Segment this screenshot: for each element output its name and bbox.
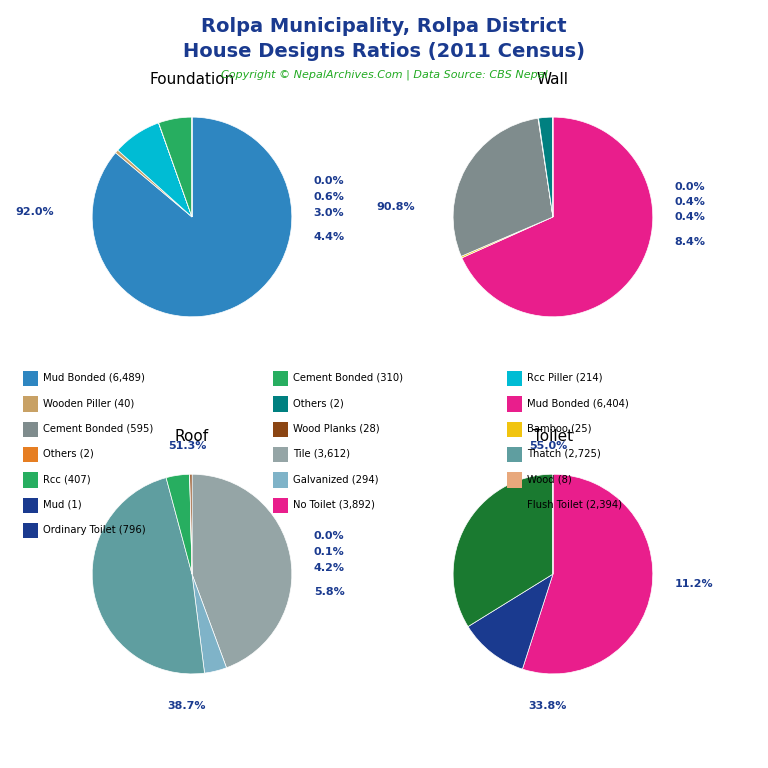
Text: 0.0%: 0.0%	[675, 182, 705, 192]
Wedge shape	[453, 118, 553, 257]
Wedge shape	[468, 574, 553, 669]
Text: Others (2): Others (2)	[293, 398, 343, 409]
Text: Others (2): Others (2)	[43, 449, 94, 459]
Text: Rcc Piller (214): Rcc Piller (214)	[527, 372, 602, 383]
Text: 51.3%: 51.3%	[168, 442, 206, 452]
Text: Cement Bonded (310): Cement Bonded (310)	[293, 372, 402, 383]
Text: 55.0%: 55.0%	[529, 442, 567, 452]
Wedge shape	[166, 475, 192, 574]
Title: Roof: Roof	[175, 429, 209, 444]
Text: House Designs Ratios (2011 Census): House Designs Ratios (2011 Census)	[183, 42, 585, 61]
Title: Foundation: Foundation	[149, 72, 235, 87]
Wedge shape	[118, 123, 192, 217]
Text: Wooden Piller (40): Wooden Piller (40)	[43, 398, 134, 409]
Text: Bamboo (25): Bamboo (25)	[527, 423, 591, 434]
Text: 0.6%: 0.6%	[314, 192, 345, 202]
Text: Mud Bonded (6,489): Mud Bonded (6,489)	[43, 372, 145, 383]
Wedge shape	[522, 474, 653, 674]
Text: 11.2%: 11.2%	[675, 579, 713, 589]
Wedge shape	[462, 217, 553, 258]
Text: Flush Toilet (2,394): Flush Toilet (2,394)	[527, 499, 622, 510]
Text: 8.4%: 8.4%	[675, 237, 706, 247]
Text: 0.1%: 0.1%	[314, 547, 345, 557]
Wedge shape	[92, 117, 292, 316]
Title: Toilet: Toilet	[533, 429, 573, 444]
Wedge shape	[538, 118, 553, 217]
Wedge shape	[538, 118, 553, 217]
Text: Mud Bonded (6,404): Mud Bonded (6,404)	[527, 398, 628, 409]
Text: 5.8%: 5.8%	[314, 587, 345, 597]
Wedge shape	[158, 123, 192, 217]
Text: Thatch (2,725): Thatch (2,725)	[527, 449, 601, 459]
Text: Ordinary Toilet (796): Ordinary Toilet (796)	[43, 525, 146, 535]
Text: 3.0%: 3.0%	[314, 208, 344, 218]
Text: Wood (8): Wood (8)	[527, 474, 571, 485]
Text: No Toilet (3,892): No Toilet (3,892)	[293, 499, 375, 510]
Text: Rolpa Municipality, Rolpa District: Rolpa Municipality, Rolpa District	[201, 17, 567, 36]
Wedge shape	[462, 117, 653, 316]
Text: 90.8%: 90.8%	[376, 202, 415, 212]
Text: 0.4%: 0.4%	[675, 212, 706, 222]
Text: 0.0%: 0.0%	[314, 176, 344, 186]
Text: 4.4%: 4.4%	[314, 232, 345, 242]
Text: Tile (3,612): Tile (3,612)	[293, 449, 349, 459]
Text: 33.8%: 33.8%	[529, 701, 567, 711]
Wedge shape	[192, 574, 227, 673]
Text: 0.4%: 0.4%	[675, 197, 706, 207]
Wedge shape	[116, 151, 192, 217]
Wedge shape	[159, 118, 192, 217]
Text: Mud (1): Mud (1)	[43, 499, 81, 510]
Text: Cement Bonded (595): Cement Bonded (595)	[43, 423, 154, 434]
Text: 4.2%: 4.2%	[314, 563, 345, 573]
Wedge shape	[192, 474, 292, 667]
Text: Wood Planks (28): Wood Planks (28)	[293, 423, 379, 434]
Title: Wall: Wall	[537, 72, 569, 87]
Text: Rcc (407): Rcc (407)	[43, 474, 91, 485]
Wedge shape	[190, 474, 192, 574]
Wedge shape	[190, 475, 192, 574]
Text: Copyright © NepalArchives.Com | Data Source: CBS Nepal: Copyright © NepalArchives.Com | Data Sou…	[220, 69, 548, 80]
Text: Galvanized (294): Galvanized (294)	[293, 474, 378, 485]
Text: 38.7%: 38.7%	[167, 701, 207, 711]
Wedge shape	[453, 475, 553, 627]
Wedge shape	[92, 478, 204, 674]
Text: 92.0%: 92.0%	[15, 207, 55, 217]
Text: 0.0%: 0.0%	[314, 531, 344, 541]
